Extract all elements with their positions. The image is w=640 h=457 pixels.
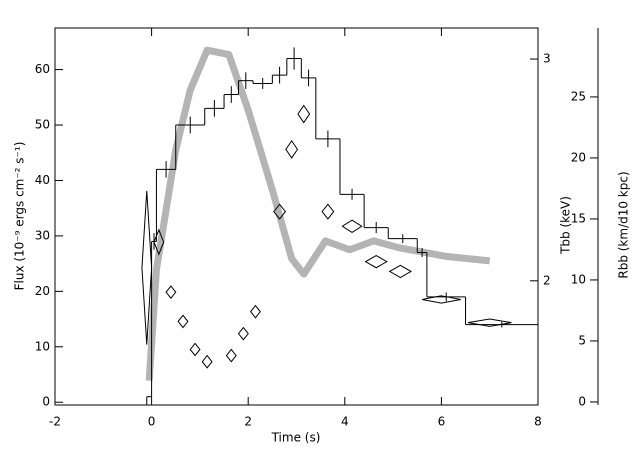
radius-diamond [285,139,299,159]
y-tick-label: 40 [35,173,50,187]
radius-diamond [421,295,461,304]
y-tick-label: 10 [35,339,50,353]
radius-diamond [297,104,311,124]
radius-diamond [153,228,165,256]
x-tick-label: 2 [244,415,252,429]
radius-diamond [364,254,388,269]
y3-tick-label: 10 [571,272,586,286]
y3-tick-label: 20 [571,150,586,164]
plot-frame [54,27,539,406]
radius-diamond [237,326,249,341]
y3-axis-label: Rbb (km/d10 kpc) [617,171,631,278]
radius-diamond [165,285,177,300]
y2-axis-label: Tbb (keV) [559,196,573,255]
radius-diamond [341,219,363,233]
radius-diamond [321,203,335,220]
y3-tick-label: 0 [578,394,586,408]
y-tick-label: 20 [35,284,50,298]
radius-diamond [388,264,412,279]
x-tick-label: 0 [148,415,156,429]
y-tick-label: 30 [35,228,50,242]
x-tick-label: 6 [438,415,446,429]
y3-tick-label: 5 [578,333,586,347]
y2-tick-label: 3 [543,52,551,66]
y-tick-label: 50 [35,118,50,132]
radius-diamond [141,190,153,345]
radius-diamond [249,304,261,319]
radius-diamond [189,342,201,357]
radius-diamond [225,348,237,363]
radius-diamond [201,354,213,369]
y-tick-label: 60 [35,62,50,76]
x-axis-label: Time (s) [271,431,321,445]
y-tick-label: 0 [42,395,50,409]
y-axis-label: Flux (10⁻⁹ ergs cm⁻² s⁻¹) [13,142,27,291]
radius-diamond [177,314,189,329]
x-tick-label: 8 [534,415,542,429]
y3-tick-label: 25 [571,89,586,103]
temperature-band [145,46,491,381]
x-tick-label: -2 [49,415,61,429]
x-tick-label: 4 [341,415,349,429]
y3-tick-label: 15 [571,211,586,225]
radius-diamond [273,203,287,220]
radius-diamond [467,318,512,327]
y2-tick-label: 2 [543,273,551,287]
